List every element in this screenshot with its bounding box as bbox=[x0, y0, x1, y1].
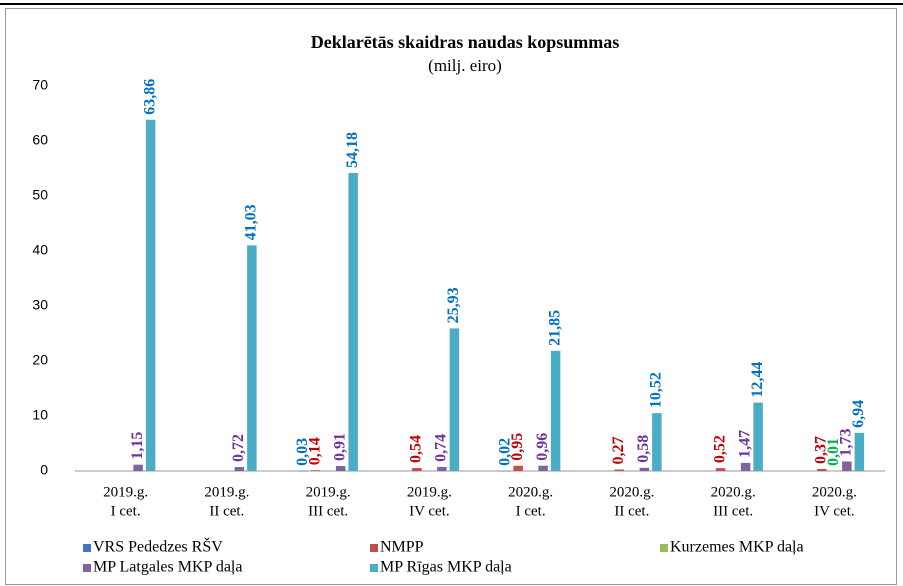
x-tick-label: III cet. bbox=[308, 503, 348, 519]
data-label: 54,18 bbox=[344, 132, 361, 168]
x-tick-label: II cet. bbox=[614, 503, 649, 519]
y-tick-label: 70 bbox=[32, 77, 48, 93]
y-tick-label: 10 bbox=[32, 407, 48, 423]
bar bbox=[538, 465, 548, 471]
bar bbox=[348, 173, 358, 471]
y-tick-label: 20 bbox=[32, 352, 48, 368]
data-label: 0,03 bbox=[294, 438, 311, 466]
bar bbox=[715, 468, 726, 471]
x-tick-label: 2020.g. bbox=[508, 484, 553, 500]
bar bbox=[639, 467, 650, 471]
data-label: 0,37 bbox=[813, 436, 830, 464]
x-tick-label: III cet. bbox=[713, 503, 753, 519]
x-tick-label: 2019.g. bbox=[306, 484, 351, 500]
bar bbox=[145, 119, 156, 472]
legend-swatch bbox=[83, 564, 91, 572]
bar bbox=[740, 462, 751, 471]
x-tick-label: 2020.g. bbox=[812, 484, 857, 500]
bar bbox=[500, 470, 511, 472]
y-tick-label: 50 bbox=[32, 187, 48, 203]
bar bbox=[310, 470, 321, 471]
y-tick-label: 60 bbox=[32, 132, 48, 148]
data-label: 0,52 bbox=[711, 435, 728, 463]
bar bbox=[614, 469, 625, 471]
chart-subtitle: (milj. eiro) bbox=[428, 56, 502, 75]
data-label: 0,95 bbox=[509, 433, 526, 461]
data-label: 0,14 bbox=[306, 437, 323, 465]
x-tick-label: 2019.g. bbox=[204, 484, 249, 500]
bar bbox=[437, 466, 447, 471]
x-tick-label: IV cet. bbox=[409, 503, 450, 519]
data-label: 0,91 bbox=[331, 433, 348, 461]
bar bbox=[247, 245, 257, 471]
y-tick-label: 40 bbox=[32, 242, 48, 258]
x-tick-label: IV cet. bbox=[814, 503, 855, 519]
legend-label: VRS Pededzes RŠV bbox=[93, 537, 223, 556]
bar bbox=[550, 350, 561, 471]
legend-label: Kurzemes MKP daļa bbox=[670, 539, 804, 556]
data-label: 21,85 bbox=[546, 310, 563, 346]
x-tick-label: 2020.g. bbox=[711, 484, 756, 500]
legend-label: MP Latgales MKP daļa bbox=[93, 559, 242, 576]
bar bbox=[234, 467, 245, 471]
data-label: 63,86 bbox=[141, 79, 158, 115]
bar bbox=[513, 465, 523, 471]
data-label: 0,01 bbox=[825, 438, 842, 466]
legend-label: MP Rīgas MKP daļa bbox=[380, 559, 512, 576]
legend-swatch bbox=[83, 544, 91, 552]
legend-label: NMPP bbox=[380, 539, 424, 556]
data-label: 0,27 bbox=[610, 437, 627, 465]
bar bbox=[842, 461, 852, 471]
data-label: 41,03 bbox=[243, 204, 260, 240]
x-tick-label: 2019.g. bbox=[103, 484, 148, 500]
bar bbox=[133, 464, 143, 471]
data-label: 12,44 bbox=[749, 362, 766, 398]
bar bbox=[449, 328, 460, 471]
x-tick-label: 2019.g. bbox=[407, 484, 452, 500]
legend-swatch bbox=[660, 544, 668, 552]
data-label: 6,94 bbox=[850, 400, 867, 428]
data-label: 0,54 bbox=[408, 435, 425, 463]
bar bbox=[829, 470, 840, 472]
bar bbox=[412, 468, 422, 471]
bar bbox=[854, 432, 865, 471]
data-label: 0,02 bbox=[496, 438, 513, 466]
bar bbox=[753, 402, 763, 471]
bar bbox=[652, 413, 662, 471]
data-label: 0,96 bbox=[534, 433, 551, 461]
data-label: 1,47 bbox=[736, 430, 753, 458]
y-tick-label: 30 bbox=[32, 297, 48, 313]
y-tick-label: 0 bbox=[40, 462, 48, 478]
data-label: 1,15 bbox=[129, 432, 146, 460]
x-tick-label: 2020.g. bbox=[609, 484, 654, 500]
bar bbox=[335, 465, 346, 471]
data-label: 1,73 bbox=[838, 428, 855, 456]
x-tick-label: II cet. bbox=[209, 503, 244, 519]
legend-swatch bbox=[370, 544, 378, 552]
data-label: 0,72 bbox=[230, 434, 247, 462]
legend-swatch bbox=[370, 564, 378, 572]
bar bbox=[817, 468, 827, 471]
chart-border bbox=[5, 8, 897, 585]
data-label: 25,93 bbox=[445, 287, 462, 323]
data-label: 0,58 bbox=[635, 435, 652, 463]
chart-title: Deklarētās skaidras naudas kopsummas bbox=[311, 32, 620, 52]
x-tick-label: I cet. bbox=[516, 503, 546, 519]
data-label: 0,74 bbox=[433, 434, 450, 462]
x-tick-label: I cet. bbox=[111, 503, 141, 519]
data-label: 10,52 bbox=[648, 372, 665, 408]
bar bbox=[298, 470, 308, 472]
